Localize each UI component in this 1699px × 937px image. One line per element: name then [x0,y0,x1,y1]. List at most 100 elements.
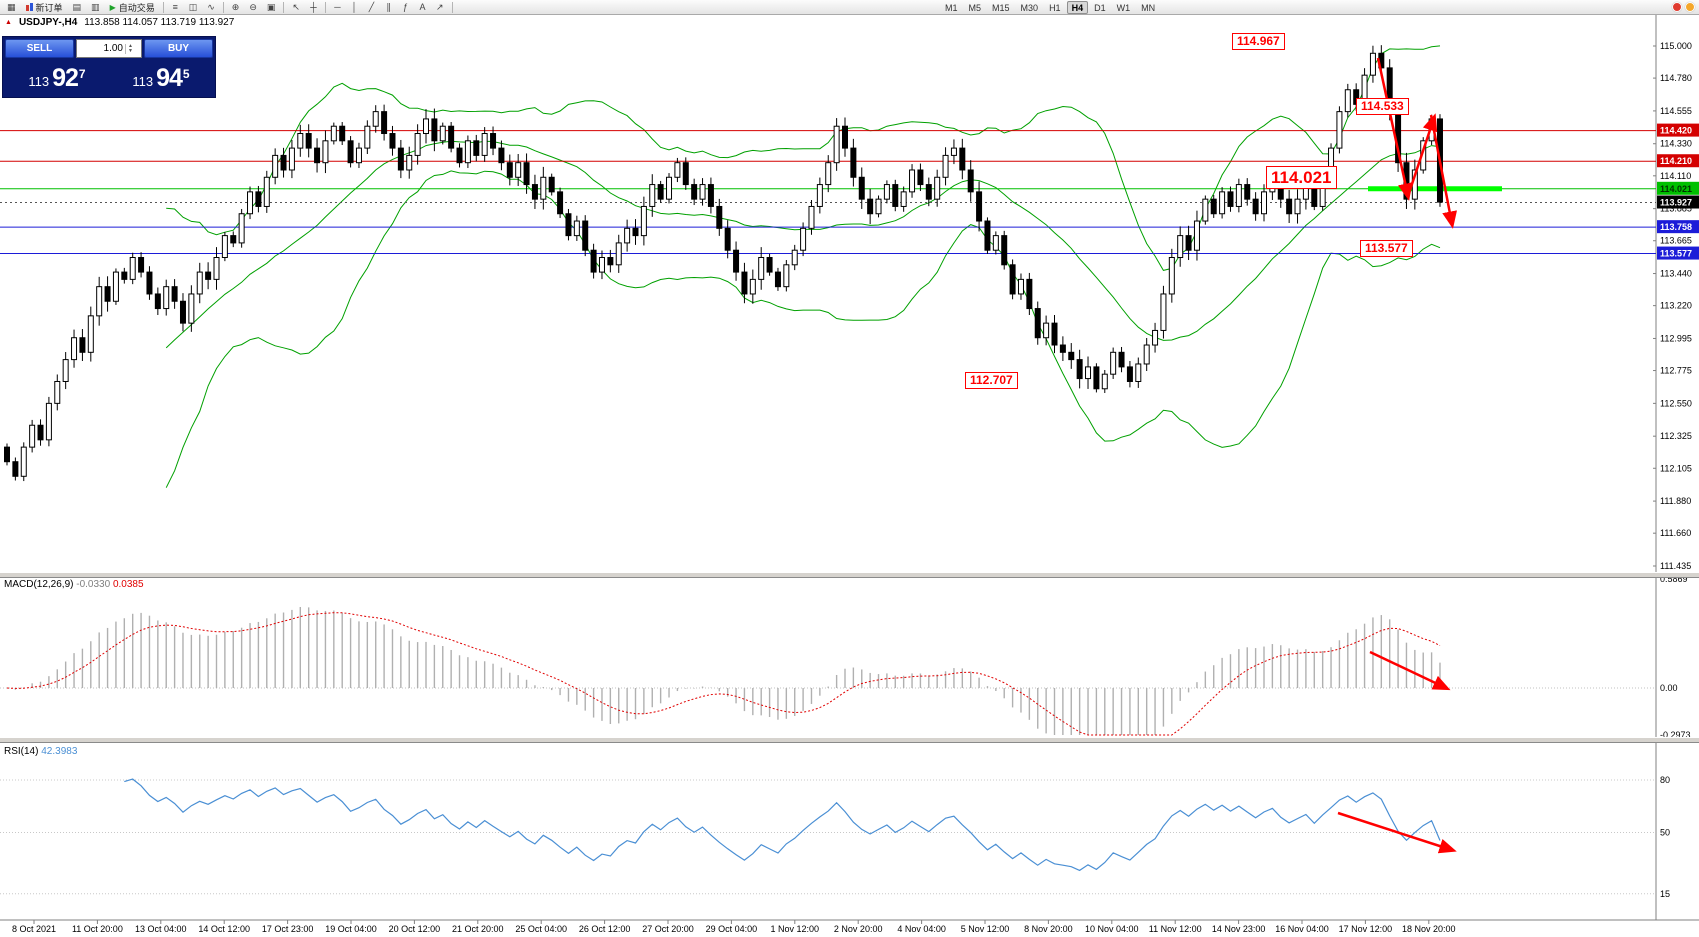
svg-text:115.000: 115.000 [1660,41,1692,51]
rsi-line [124,778,1441,872]
svg-text:0.00: 0.00 [1660,683,1678,693]
timeframe-m5[interactable]: M5 [968,2,982,13]
svg-text:16 Nov 04:00: 16 Nov 04:00 [1275,924,1329,934]
bollinger-upper-line [166,45,1441,271]
stepper-up-icon[interactable]: ▲ [128,42,133,49]
svg-text:-0.2973: -0.2973 [1660,730,1691,740]
sell-price: 113 92 7 [5,59,109,95]
buy-price-prefix: 113 [132,74,154,89]
toolbar-separator [222,1,224,13]
price-axis: 115.000 114.780 114.555 114.330 114.110 113.8… [1653,41,1692,571]
toolbar-group-tools: ≡ ◫ ∿ ⊕ ⊖ ▣ ↖ ┼ ─ │ ╱ ∥ ƒ A ↗ [161,1,455,14]
svg-text:114.555: 114.555 [1660,106,1692,116]
svg-text:112.105: 112.105 [1660,463,1692,473]
line-chart-icon[interactable]: ∿ [207,1,215,12]
price-annotation: 114.021 [1266,166,1337,190]
price-annotation: 114.533 [1356,98,1409,115]
timeframe-group: M1 M5 M15 M30 H1 H4 D1 W1 MN [940,1,1160,14]
svg-text:5 Nov 12:00: 5 Nov 12:00 [961,924,1010,934]
svg-text:111.435: 111.435 [1660,561,1691,571]
svg-text:11 Nov 12:00: 11 Nov 12:00 [1149,924,1202,934]
svg-text:19 Oct 04:00: 19 Oct 04:00 [325,924,377,934]
bar-chart-icon[interactable]: ≡ [172,2,178,12]
timeframe-d1[interactable]: D1 [1094,2,1106,13]
chart-info-bar: ▲ USDJPY-,H4 113.858 114.057 113.719 113… [5,17,234,28]
rsi-levels: 80 50 15 [0,775,1670,899]
svg-text:21 Oct 20:00: 21 Oct 20:00 [452,924,504,934]
price-annotation: 113.577 [1360,240,1413,257]
macd-value-main: -0.0330 [76,579,111,590]
sell-price-sup: 7 [78,67,86,81]
zoom-in-icon[interactable]: ⊕ [231,1,240,12]
svg-text:29 Oct 04:00: 29 Oct 04:00 [706,924,758,934]
toolbar-group-windows: ▤ ▥ [69,1,104,14]
crosshair-icon[interactable]: ┼ [310,2,317,12]
price-tags: 114.420 114.210 114.021 113.758 113.577 113.9… [1657,123,1699,260]
rsi-value: 42.3983 [41,746,78,757]
trendline-icon[interactable]: ╱ [368,1,375,12]
toolbar: ▦ 新订单 ▤ ▥ ▶ 自动交易 ≡ ◫ ∿ ⊕ ⊖ ▣ ↖ ┼ ─ │ ╱ ∥ ƒ A ↗ M1 M5 M15 M… [0,0,1699,15]
arrow-object-icon[interactable]: ↗ [435,1,444,12]
time-axis: 8 Oct 2021 11 Oct 20:00 13 Oct 04:00 14 Oct… [12,920,1456,934]
fibonacci-icon[interactable]: ƒ [402,2,408,12]
sell-price-prefix: 113 [28,74,50,89]
panel-splitter-rsi[interactable] [0,737,1699,743]
svg-text:113.758: 113.758 [1660,222,1692,232]
market-watch-icon[interactable]: ▤ [72,1,82,12]
timeframe-mn[interactable]: MN [1141,2,1156,13]
notify-icon[interactable] [1685,2,1695,12]
price-annotation: 112.707 [965,372,1018,389]
symbol-marker-icon: ▲ [5,19,12,26]
horizontal-line-icon[interactable]: ─ [334,2,341,12]
buy-button[interactable]: BUY [144,39,213,58]
candlestick-series [4,45,1443,482]
record-icon[interactable] [1672,2,1682,12]
svg-text:10 Nov 04:00: 10 Nov 04:00 [1085,924,1139,934]
timeframe-m15[interactable]: M15 [992,2,1010,13]
zoom-out-icon[interactable]: ⊖ [249,1,257,12]
svg-text:25 Oct 04:00: 25 Oct 04:00 [515,924,567,934]
svg-text:112.325: 112.325 [1660,431,1692,441]
macd-name: MACD(12,26,9) [4,579,74,590]
timeframe-w1[interactable]: W1 [1116,2,1131,13]
svg-text:114.780: 114.780 [1660,73,1692,83]
stepper-down-icon[interactable]: ▼ [128,47,133,54]
rsi-name: RSI(14) [4,746,39,757]
tile-windows-icon[interactable]: ▣ [266,1,276,12]
lot-size-field[interactable]: ▲▼ [76,39,142,58]
app-window-icon: ▦ [7,1,16,12]
timeframe-h4[interactable]: H4 [1066,1,1089,14]
new-order-button[interactable]: 新订单 [22,1,67,14]
svg-text:17 Nov 12:00: 17 Nov 12:00 [1339,924,1393,934]
toolbar-separator [162,1,164,13]
timeframe-m1[interactable]: M1 [945,2,958,13]
lot-size-input[interactable] [77,43,125,54]
svg-text:113.885: 113.885 [1660,204,1692,214]
candlestick-chart-icon[interactable]: ◫ [188,1,198,12]
cursor-icon[interactable]: ↖ [292,1,300,12]
svg-text:114.021: 114.021 [1660,184,1692,194]
svg-text:113.665: 113.665 [1660,236,1692,246]
svg-text:20 Oct 12:00: 20 Oct 12:00 [389,924,441,934]
timeframe-m30[interactable]: M30 [1020,2,1039,13]
timeframe-h1[interactable]: H1 [1049,2,1061,13]
lot-stepper[interactable]: ▲ ▼ [125,42,135,54]
svg-text:111.660: 111.660 [1660,528,1691,538]
sell-button[interactable]: SELL [5,39,74,58]
vertical-line-icon[interactable]: │ [351,2,358,12]
play-icon: ▶ [109,2,116,12]
svg-text:113.577: 113.577 [1660,249,1692,259]
autotrade-button[interactable]: ▶ 自动交易 [106,1,159,14]
svg-text:11 Oct 20:00: 11 Oct 20:00 [72,924,123,934]
channel-icon[interactable]: ∥ [386,1,391,12]
bollinger-lower-line [165,170,1441,488]
svg-text:18 Nov 20:00: 18 Nov 20:00 [1402,924,1456,934]
panel-splitter-macd[interactable] [0,572,1699,578]
data-window-icon[interactable]: ▥ [91,1,100,12]
svg-text:113.927: 113.927 [1660,198,1692,208]
svg-text:8 Oct 2021: 8 Oct 2021 [12,924,56,934]
svg-text:114.330: 114.330 [1660,139,1692,149]
text-label-icon[interactable]: A [419,2,426,12]
